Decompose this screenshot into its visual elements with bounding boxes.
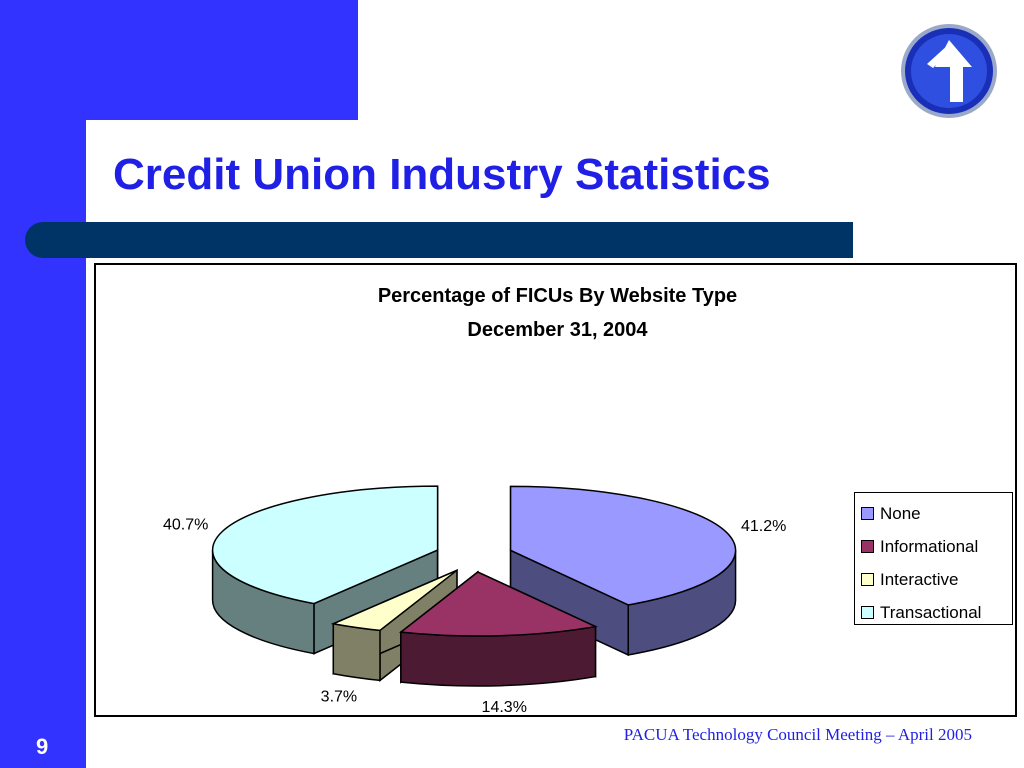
data-label: 14.3% bbox=[482, 699, 527, 715]
pie-slice-none bbox=[509, 485, 737, 657]
data-label: 40.7% bbox=[163, 517, 208, 534]
pie-chart: 41.2% 14.3% 3.7% 40.7% bbox=[163, 485, 786, 715]
legend-entry: Transactional bbox=[861, 596, 1012, 629]
chart-frame: Percentage of FICUs By Website Type Dece… bbox=[94, 263, 1017, 717]
legend-entry: None bbox=[861, 497, 1012, 530]
chart-subtitle: December 31, 2004 bbox=[467, 319, 648, 341]
footer-text: PACUA Technology Council Meeting – April… bbox=[623, 725, 972, 744]
up-arrow-logo-icon bbox=[901, 24, 997, 118]
legend-swatch bbox=[861, 507, 874, 520]
legend-entry: Informational bbox=[861, 530, 1012, 563]
data-label: 41.2% bbox=[741, 518, 786, 535]
legend-label: Informational bbox=[880, 536, 979, 556]
title-divider-bar bbox=[25, 222, 853, 258]
legend-label: Transactional bbox=[880, 602, 982, 622]
legend-swatch bbox=[861, 573, 874, 586]
pie-slice-informational bbox=[398, 570, 598, 687]
page-number: 9 bbox=[36, 734, 49, 759]
slide-title: Credit Union Industry Statistics bbox=[113, 150, 771, 199]
legend-label: None bbox=[880, 503, 921, 523]
legend-swatch bbox=[861, 606, 874, 619]
chart-legend: None Informational Interactive Transacti… bbox=[854, 492, 1013, 625]
chart-title: Percentage of FICUs By Website Type bbox=[377, 285, 738, 307]
data-label: 3.7% bbox=[321, 688, 357, 705]
legend-entry: Interactive bbox=[861, 563, 1012, 596]
legend-label: Interactive bbox=[880, 569, 959, 589]
pie-slice-transactional bbox=[211, 485, 439, 655]
legend-swatch bbox=[861, 540, 874, 553]
